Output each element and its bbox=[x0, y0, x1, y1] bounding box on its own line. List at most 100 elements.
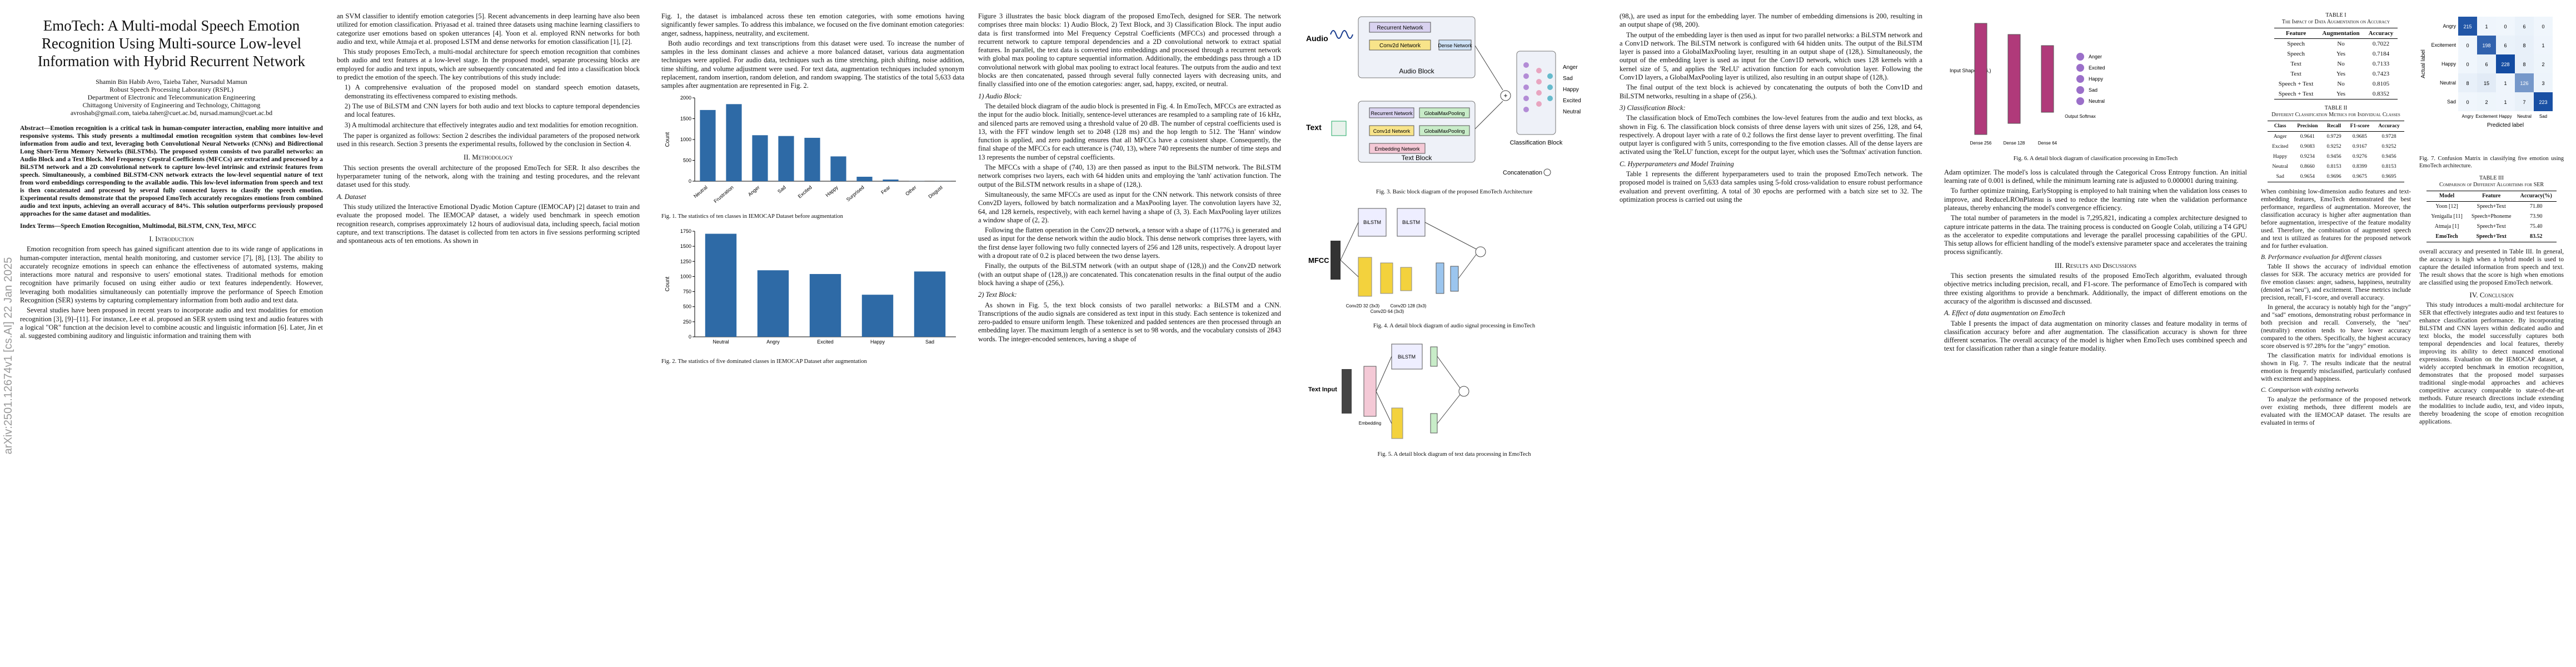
table-cell: 0.9252 bbox=[2326, 144, 2341, 150]
classification-neurons bbox=[1523, 62, 1553, 112]
figure-caption: Fig. 6. A detail block diagram of classi… bbox=[2013, 156, 2178, 162]
table-cell: Excited bbox=[2272, 144, 2289, 150]
x-tick-label: Disgust bbox=[927, 184, 944, 199]
emotion-label: Excited bbox=[1563, 98, 1581, 104]
paragraph: When combining low-dimension audio featu… bbox=[2261, 188, 2411, 250]
table-cell: Text bbox=[2290, 61, 2301, 67]
table-cell: 0.7184 bbox=[2372, 51, 2390, 57]
y-tick-label: 1750 bbox=[680, 228, 691, 234]
table-cell: Neutral bbox=[2272, 164, 2288, 170]
paragraph: This study introduces a multi-modal arch… bbox=[2419, 302, 2564, 425]
table-header-cell: Class bbox=[2274, 123, 2286, 129]
concatenation-node bbox=[1500, 90, 1511, 101]
table-header-cell: Precision bbox=[2297, 123, 2318, 129]
figure-caption: Fig. 1. The statistics of ten classes in… bbox=[661, 213, 843, 220]
table-cell: No bbox=[2337, 81, 2345, 87]
paragraph: The total number of parameters in the mo… bbox=[1944, 214, 2247, 256]
audio-input: Audio bbox=[1306, 30, 1353, 43]
waveform-icon bbox=[1330, 30, 1353, 39]
heatmap-cell bbox=[2496, 54, 2515, 73]
table-cell: Speech + Text bbox=[2278, 81, 2314, 87]
cell-value: 8 bbox=[2466, 81, 2469, 86]
heatmap-cell bbox=[2515, 92, 2534, 111]
col-label: Neutral bbox=[2517, 114, 2532, 119]
bar bbox=[856, 176, 873, 181]
bar bbox=[830, 156, 846, 181]
table-cell: 0.9234 bbox=[2300, 154, 2315, 160]
bar bbox=[700, 109, 716, 181]
row-label: Happy bbox=[2442, 61, 2457, 67]
emotion-label: Happy bbox=[1563, 87, 1579, 93]
bar bbox=[804, 137, 820, 181]
table-header-cell: Augmentation bbox=[2322, 30, 2360, 37]
output-label: Output Softmax bbox=[2065, 114, 2096, 119]
table-header-cell: Feature bbox=[2285, 30, 2306, 37]
table-cell: 0.8660 bbox=[2300, 164, 2315, 170]
conv-layer-label: Conv2D 64 (3x3) bbox=[1371, 309, 1404, 314]
x-tick-label: Surprised bbox=[845, 185, 865, 202]
row-label: Angry bbox=[2443, 23, 2456, 29]
table-cell: 0.9641 bbox=[2300, 134, 2315, 140]
paragraph: The output of the embedding layer is the… bbox=[1620, 31, 1922, 82]
paragraph: Adam optimizer. The model's loss is calc… bbox=[1944, 168, 2247, 185]
figure-3-architecture-diagram: Audio Recurrent Network Conv2d Network D… bbox=[1306, 16, 1581, 176]
table-cell: 83.52 bbox=[2529, 233, 2543, 240]
subsection-heading: C. Hyperparameters and Model Training bbox=[1620, 160, 1734, 168]
heatmap-cell bbox=[2458, 54, 2477, 73]
figure-caption: Fig. 3. Basic block diagram of the propo… bbox=[1376, 189, 1533, 196]
dense-label: Dense Network bbox=[1438, 43, 1472, 48]
table-cell: Yes bbox=[2336, 71, 2346, 77]
conv-layer-label: Conv2D 32 (3x3) bbox=[1346, 303, 1380, 308]
table-cell: Speech+Phoneme bbox=[2471, 213, 2512, 220]
concatenation-node bbox=[1475, 246, 1486, 257]
table-cell: 0.9167 bbox=[2352, 144, 2368, 150]
page-3: Audio Recurrent Network Conv2d Network D… bbox=[1303, 0, 1925, 667]
column-9: 215 1 0 6 0 0 198 6 8 1 0 6 228 8 2 8 15 1 126 3 0 2 1 7 223 Angr… bbox=[2419, 12, 2564, 427]
paragraph: an SVM classifier to identify emotion ca… bbox=[337, 12, 640, 46]
paragraph: In general, the accuracy is notably high… bbox=[2261, 304, 2411, 350]
x-tick-label: Sad bbox=[776, 185, 787, 195]
emotion-label: Happy bbox=[2089, 76, 2104, 82]
paragraph: Table 1 represents the different hyperpa… bbox=[1620, 170, 1922, 203]
arrow bbox=[1340, 222, 1359, 261]
contributions-list: 1) A comprehensive evaluation of the pro… bbox=[345, 83, 640, 129]
cell-value: 198 bbox=[2482, 43, 2490, 48]
dense-network-box bbox=[1438, 39, 1472, 51]
text-label: Text bbox=[1306, 123, 1322, 132]
table-cell: 0.9728 bbox=[2381, 134, 2396, 140]
table-class-metrics: Class Precision Recall F1-score Accuracy Ange… bbox=[2268, 121, 2404, 182]
heatmap-cell bbox=[2477, 36, 2496, 54]
table-row: Text No 0.7133 bbox=[2274, 59, 2398, 69]
row-label: Neutral bbox=[2440, 80, 2456, 86]
table-augmentation: Feature Augmentation Accuracy Speech No 0.702… bbox=[2274, 28, 2398, 99]
y-tick-label: 0 bbox=[689, 334, 691, 340]
x-tick-label: Neutral bbox=[692, 185, 709, 199]
cell-value: 6 bbox=[2523, 24, 2525, 29]
col-label: Sad bbox=[2539, 114, 2547, 119]
table-title: TABLE II bbox=[2324, 105, 2348, 111]
cell-value: 6 bbox=[2504, 43, 2507, 48]
table-cell: Speech+Text bbox=[2477, 223, 2506, 230]
table-cell: Speech bbox=[2287, 51, 2305, 57]
table-row: Speech No 0.7022 bbox=[2274, 39, 2398, 49]
cell-value: 3 bbox=[2542, 81, 2544, 86]
bar bbox=[883, 179, 899, 181]
paragraph: To analyze the performance of the propos… bbox=[2261, 396, 2411, 426]
figure-caption: Fig. 7. Confusion Matrix in classifying … bbox=[2419, 156, 2564, 169]
subsection-heading: 1) Audio Block: bbox=[978, 92, 1022, 100]
globalmaxpool-label: GlobalMaxPooling bbox=[1424, 111, 1464, 116]
conv1d-layer bbox=[1391, 407, 1403, 439]
table-row: Anger 0.9641 0.9729 0.9685 0.9728 bbox=[2268, 132, 2404, 142]
table-header-cell: F1-score bbox=[2350, 123, 2370, 129]
heatmap-cell bbox=[2496, 92, 2515, 111]
column-6: (98,), are used as input for the embeddi… bbox=[1620, 12, 1922, 206]
heatmap-cell bbox=[2534, 92, 2553, 111]
table-cell: 0.8153 bbox=[2381, 164, 2396, 170]
page-1: EmoTech: A Multi-modal Speech Emotion Re… bbox=[20, 0, 642, 667]
cell-value: 1 bbox=[2542, 43, 2544, 48]
conv2d-network-box bbox=[1369, 39, 1431, 51]
classification-block-label: Classification Block bbox=[1510, 140, 1563, 146]
text-input-block bbox=[1342, 369, 1352, 414]
y-tick-label: 250 bbox=[683, 319, 691, 325]
heatmap-cell bbox=[2458, 36, 2477, 54]
